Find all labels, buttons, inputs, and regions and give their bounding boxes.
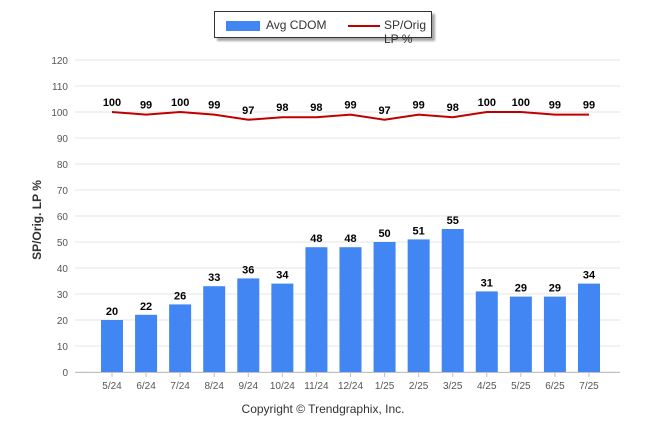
x-tick-label: 10/24 (270, 381, 295, 392)
x-tick-label: 4/25 (477, 381, 497, 392)
y-tick-label: 20 (57, 316, 69, 327)
line-value-label: 100 (171, 97, 189, 109)
bar-value-label: 55 (447, 215, 459, 227)
bar-7-25 (578, 283, 600, 372)
line-value-label: 100 (103, 97, 121, 109)
line-value-label: 100 (512, 97, 530, 109)
bar-11-24 (305, 247, 328, 372)
legend-label-sp-orig: SP/Orig LP % (384, 18, 427, 46)
y-tick-label: 110 (52, 82, 68, 93)
x-tick-label: 7/24 (170, 381, 190, 392)
bar-3-25 (441, 229, 464, 372)
x-tick-label: 2/25 (409, 381, 429, 392)
bar-7-24 (169, 304, 192, 372)
bar-10-24 (271, 283, 294, 372)
line-value-label: 99 (208, 100, 220, 112)
bar-value-label: 36 (242, 264, 254, 276)
legend-swatch-bar (226, 21, 260, 31)
y-tick-label: 120 (51, 56, 68, 67)
bar-value-label: 26 (174, 290, 186, 302)
y-tick-label: 80 (57, 160, 69, 171)
y-tick-label: 50 (57, 238, 69, 249)
y-tick-label: 90 (57, 134, 69, 145)
line-value-label: 97 (242, 105, 254, 117)
line-value-label: 100 (478, 97, 496, 109)
bar-6-24 (135, 314, 158, 372)
x-tick-label: 9/24 (239, 381, 259, 392)
bar-5-25 (509, 296, 532, 372)
x-tick-label: 5/24 (102, 381, 122, 392)
line-value-label: 99 (413, 100, 425, 112)
bar-5-24 (101, 320, 123, 372)
bar-9-24 (237, 278, 260, 372)
x-tick-label: 1/25 (375, 381, 395, 392)
y-tick-label: 40 (57, 264, 69, 275)
legend-label-avg-cdom: Avg CDOM (266, 18, 327, 32)
bar-value-label: 48 (344, 233, 356, 245)
bar-4-25 (475, 291, 498, 372)
bar-value-label: 34 (583, 270, 596, 282)
y-axis-title: SP/Orig. LP % (30, 180, 44, 260)
line-value-label: 99 (583, 100, 595, 112)
line-series-sp-orig (111, 110, 589, 121)
chart-legend: Avg CDOM SP/Orig LP % (214, 11, 432, 46)
bar-2-25 (407, 239, 430, 372)
x-tick-label: 6/24 (136, 381, 156, 392)
bar-value-label: 48 (310, 233, 322, 245)
bar-value-label: 29 (515, 283, 527, 295)
bar-8-24 (203, 286, 226, 372)
line-value-label: 98 (447, 102, 459, 114)
bar-value-label: 51 (413, 225, 425, 237)
x-tick-label: 12/24 (338, 381, 363, 392)
line-value-label: 99 (549, 100, 561, 112)
y-tick-label: 30 (57, 290, 69, 301)
bar-value-label: 20 (106, 306, 118, 318)
x-tick-label: 5/25 (511, 381, 531, 392)
y-tick-label: 60 (57, 212, 69, 223)
bar-6-25 (543, 296, 566, 372)
bar-1-25 (373, 242, 396, 372)
bar-value-label: 29 (549, 283, 561, 295)
line-value-label: 97 (378, 105, 390, 117)
line-value-label: 98 (310, 102, 322, 114)
x-tick-label: 3/25 (443, 381, 463, 392)
legend-swatch-line (348, 25, 380, 27)
bar-value-label: 34 (276, 270, 289, 282)
copyright-footer: Copyright © Trendgraphix, Inc. (241, 402, 405, 416)
bar-value-label: 22 (140, 301, 152, 313)
line-value-label: 99 (140, 100, 152, 112)
y-tick-label: 70 (57, 186, 69, 197)
y-tick-label: 10 (57, 342, 69, 353)
bar-value-label: 50 (378, 228, 390, 240)
line-value-label: 98 (276, 102, 288, 114)
bar-12-24 (339, 247, 362, 372)
x-tick-label: 6/25 (545, 381, 565, 392)
y-tick-label: 0 (62, 368, 68, 379)
x-tick-label: 7/25 (579, 381, 599, 392)
x-tick-label: 11/24 (304, 381, 329, 392)
bar-value-label: 31 (481, 277, 493, 289)
y-tick-label: 100 (51, 108, 68, 119)
bar-value-label: 33 (208, 272, 220, 284)
x-tick-label: 8/24 (204, 381, 224, 392)
line-value-label: 99 (344, 100, 356, 112)
